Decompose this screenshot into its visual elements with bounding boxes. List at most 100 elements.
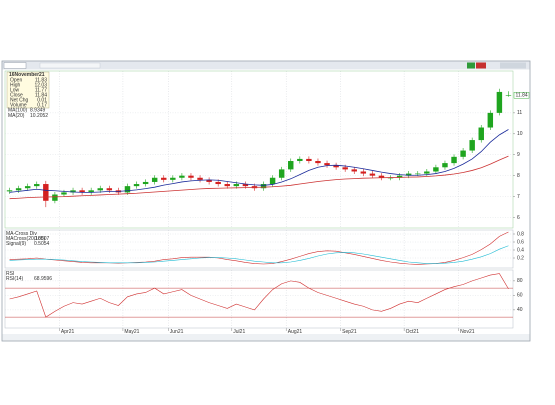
legend-value: 68.9596	[34, 276, 52, 282]
legend-name: MA(100)	[8, 107, 28, 113]
candle-body	[324, 163, 330, 166]
candle-body	[260, 184, 267, 189]
panel	[4, 229, 514, 269]
y-tick-label: 8	[517, 173, 520, 179]
candle-body	[269, 177, 276, 185]
y-tick-label: 11	[517, 110, 522, 116]
candle-body	[415, 173, 421, 175]
candle-body	[88, 190, 94, 193]
y-tick-label: 9	[517, 152, 520, 158]
y-tick-label: 0.6	[517, 239, 524, 245]
candle-body	[496, 91, 503, 113]
candle-body	[70, 190, 76, 193]
candle-body	[487, 112, 494, 128]
candle-body	[179, 175, 185, 178]
info-box	[6, 71, 50, 109]
series-line	[9, 155, 509, 200]
x-tick-label: Sep21	[342, 329, 357, 335]
info-value: 11.84	[35, 92, 47, 98]
info-label: Close	[10, 92, 23, 98]
series-line	[9, 273, 509, 318]
last-price-label: 11.84	[516, 93, 528, 99]
info-label: Net Chg	[10, 97, 29, 103]
candle-body	[469, 140, 475, 151]
legend-value: 8.9349	[30, 107, 46, 113]
candle-body	[278, 169, 285, 178]
panel-title: MA-Cross Div	[6, 231, 37, 237]
candle-body	[151, 177, 158, 182]
series-line	[9, 245, 509, 264]
info-value: 12.03	[34, 82, 47, 88]
x-tick-label: Aug21	[288, 329, 303, 335]
candle-body	[6, 190, 13, 192]
toolbar-tab[interactable]	[500, 62, 526, 69]
candle-body	[433, 167, 439, 172]
legend-value: 0.5054	[34, 241, 50, 247]
candle-body	[79, 190, 85, 193]
candle-body	[460, 150, 466, 157]
candle-body	[369, 173, 376, 176]
candle-body	[405, 173, 412, 176]
candle-body	[342, 167, 348, 170]
x-tick-label: Oct21	[406, 329, 420, 335]
series-line	[9, 231, 509, 265]
candle-body	[442, 163, 448, 168]
window-frame	[1, 60, 531, 342]
candle-body	[478, 127, 484, 141]
symbol-box[interactable]	[3, 62, 27, 69]
candle-body	[297, 158, 303, 162]
candle-body	[142, 181, 149, 185]
toolbar-tab[interactable]	[476, 62, 486, 69]
info-label: Low	[10, 87, 20, 93]
candle-body	[34, 184, 40, 187]
candle-body	[451, 156, 457, 164]
y-tick-label: 80	[517, 278, 523, 284]
legend-value: 0.8507	[34, 236, 50, 242]
info-value: 11.77	[35, 87, 47, 93]
info-value: 0.17	[37, 102, 47, 108]
candle-body	[315, 161, 321, 164]
toolbar-tab[interactable]	[467, 62, 475, 69]
info-label: Volume	[10, 102, 27, 108]
candle-body	[333, 165, 339, 168]
last-price-box	[513, 92, 530, 99]
candle-body	[43, 184, 49, 201]
x-tick-label: Jul21	[233, 329, 245, 335]
candle-body	[170, 177, 176, 180]
candle-body	[288, 161, 294, 170]
candle-body	[387, 177, 394, 179]
candle-body	[133, 184, 140, 187]
info-value: 11.83	[35, 77, 47, 83]
info-value: 0.01	[37, 97, 47, 103]
candle-body	[360, 171, 367, 174]
y-tick-label: 6	[517, 215, 520, 221]
candle-body	[424, 171, 430, 174]
x-tick-label: Nov21	[460, 329, 475, 335]
panel	[4, 70, 514, 229]
candle-body	[161, 177, 167, 180]
candle-body	[24, 186, 31, 189]
info-title: 16November21	[9, 72, 45, 78]
legend-name: MA(20)	[8, 113, 25, 119]
candle-body	[215, 181, 221, 185]
info-label: Open	[10, 77, 22, 83]
panel	[4, 269, 514, 329]
y-tick-label: 0.4	[517, 247, 524, 253]
candle-body	[306, 158, 312, 162]
x-tick-label: Jun21	[170, 329, 184, 335]
candle-body	[97, 188, 103, 191]
candle-body	[188, 175, 194, 178]
info-label: High	[10, 82, 21, 88]
legend-name: Signal(9)	[6, 241, 26, 247]
legend-name: MACross(20,100)	[6, 236, 46, 242]
y-tick-label: 0.8	[517, 231, 524, 237]
x-tick-label: Apr21	[61, 329, 75, 335]
panel-title: RSI	[6, 271, 14, 277]
toolbar-buttons[interactable]	[39, 62, 101, 69]
toolbar	[2, 61, 530, 70]
candle-body	[52, 194, 58, 201]
candle-body	[15, 188, 22, 191]
candle-body	[106, 188, 113, 191]
